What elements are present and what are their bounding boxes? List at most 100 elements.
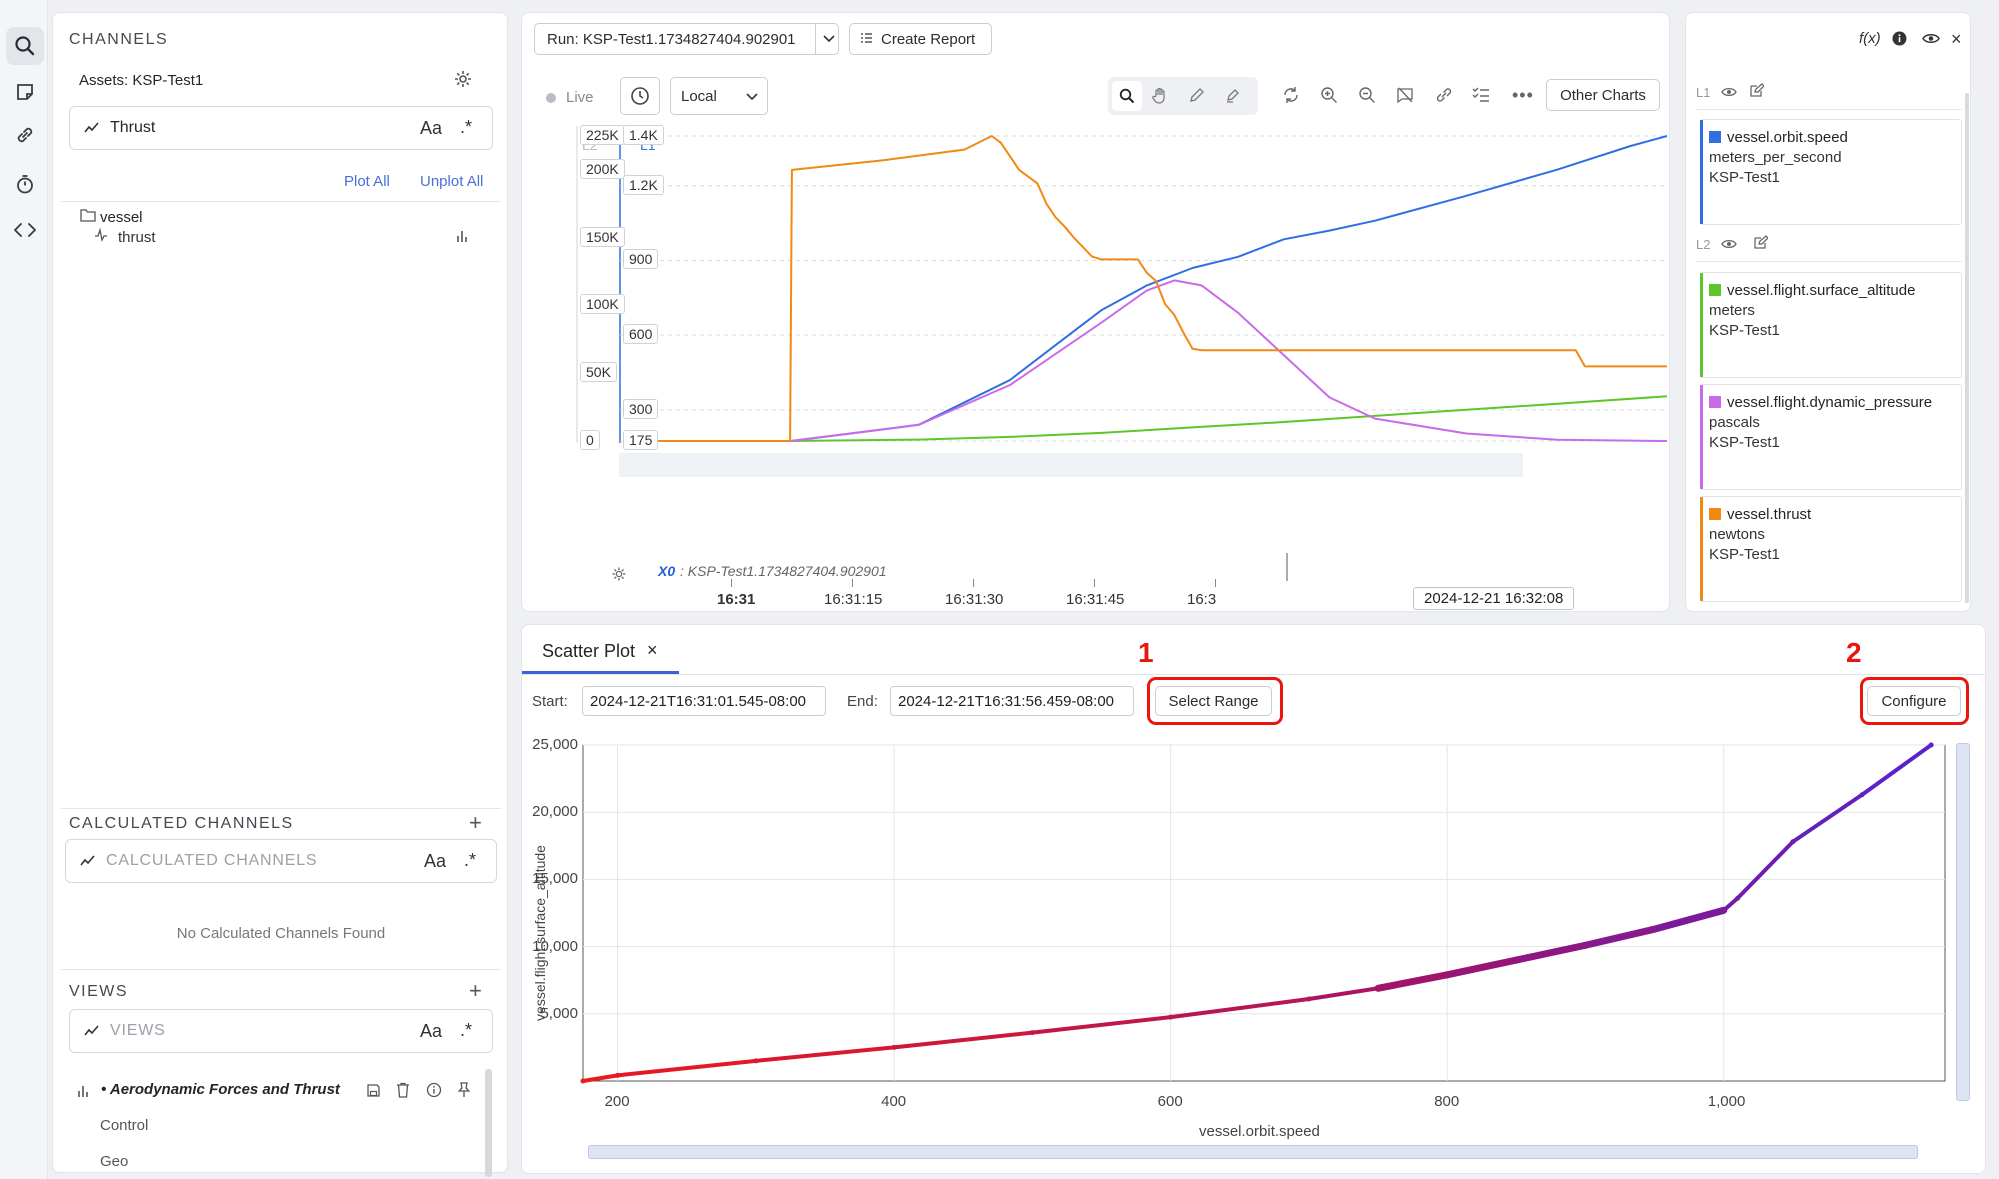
scatter-point — [1029, 1030, 1035, 1036]
stopwatch-icon[interactable] — [12, 171, 38, 197]
l2-tick-label: 225K — [580, 125, 625, 145]
zoom-out-icon[interactable] — [1358, 86, 1376, 109]
scatter-plot[interactable] — [522, 725, 1985, 1173]
end-time-input[interactable] — [890, 686, 1134, 716]
close-tab-icon[interactable]: × — [647, 640, 658, 660]
tab-scatter-plot[interactable]: Scatter Plot — [542, 641, 636, 661]
clock-icon[interactable] — [620, 77, 660, 115]
highlight-icon[interactable] — [1225, 87, 1241, 108]
start-time-input[interactable] — [582, 686, 826, 716]
legend-series-name: vessel.flight.dynamic_pressure — [1727, 394, 1933, 411]
legend-scrollbar[interactable] — [1965, 93, 1969, 603]
reset-zoom-icon[interactable] — [1282, 86, 1300, 109]
pin-icon[interactable] — [457, 1082, 471, 1103]
edit-icon[interactable] — [1753, 235, 1769, 255]
timezone-select[interactable]: Local — [670, 77, 768, 115]
checklist-icon[interactable] — [1472, 86, 1490, 109]
save-icon[interactable] — [366, 1083, 381, 1103]
x-range-slider[interactable] — [588, 1145, 1918, 1159]
timeseries-plot[interactable] — [522, 123, 1669, 613]
legend-entry-altitude[interactable]: vessel.flight.surface_altitude meters KS… — [1700, 272, 1962, 378]
legend-entry-thrust[interactable]: vessel.thrust newtons KSP-Test1 — [1700, 496, 1962, 602]
calculated-channels-search-input[interactable]: CALCULATED CHANNELS Aa .* — [65, 839, 497, 883]
link-icon[interactable] — [12, 122, 38, 148]
scatter-point-trace — [1651, 906, 1728, 933]
y-range-slider[interactable] — [1956, 743, 1970, 1101]
scatter-point-trace — [1306, 986, 1381, 1002]
case-sensitive-toggle[interactable]: Aa — [423, 851, 446, 871]
eye-icon[interactable] — [1922, 32, 1940, 50]
scatter-point — [1652, 926, 1658, 932]
regex-toggle[interactable]: .* — [459, 1020, 472, 1040]
active-tab-indicator — [522, 671, 679, 674]
series-swatch — [1709, 284, 1721, 296]
axis-settings-gear-icon[interactable] — [611, 566, 627, 587]
tree-folder-vessel[interactable]: vessel — [100, 209, 143, 226]
x-tick-label: 800 — [1434, 1093, 1460, 1110]
legend-series-name: vessel.thrust — [1727, 506, 1812, 523]
link-charts-icon[interactable] — [1434, 86, 1454, 109]
view-item-control[interactable]: Control — [100, 1117, 149, 1134]
y-tick-label: 20,000 — [532, 803, 578, 821]
annotation-number-2: 2 — [1846, 637, 1862, 668]
close-icon[interactable]: × — [1951, 29, 1962, 49]
view-item-geo[interactable]: Geo — [100, 1153, 129, 1170]
regex-toggle[interactable]: .* — [463, 850, 476, 870]
legend-series-asset: KSP-Test1 — [1709, 322, 1780, 339]
select-range-button[interactable]: Select Range — [1155, 686, 1272, 716]
code-icon[interactable] — [12, 217, 38, 243]
legend-series-unit: newtons — [1709, 526, 1765, 543]
chevron-down-icon[interactable] — [822, 31, 836, 49]
gear-icon[interactable] — [453, 69, 473, 94]
regex-toggle[interactable]: .* — [459, 117, 472, 137]
legend-panel: f(x) × L1 vessel.orbit.speed meters_per_… — [1685, 12, 1971, 612]
create-report-button[interactable]: Create Report — [849, 23, 992, 55]
tree-channel-thrust[interactable]: thrust — [118, 229, 156, 246]
timezone-value: Local — [681, 87, 717, 105]
view-item-active[interactable]: • Aerodynamic Forces and Thrust — [101, 1081, 340, 1098]
chevron-down-icon — [745, 89, 759, 107]
info-icon[interactable] — [1892, 31, 1907, 51]
run-selector[interactable]: Run: KSP-Test1.1734827404.902901 — [534, 23, 839, 55]
annotate-pen-icon[interactable] — [1189, 87, 1205, 108]
scatter-point — [1735, 895, 1741, 901]
pan-hand-icon[interactable] — [1152, 87, 1168, 109]
unplot-all-link[interactable]: Unplot All — [420, 173, 484, 190]
zoom-select-icon[interactable] — [1112, 81, 1142, 111]
add-view-icon[interactable]: + — [469, 978, 482, 1003]
x-tick-label: 16:31:15 — [824, 591, 883, 608]
formula-icon[interactable]: f(x) — [1859, 30, 1881, 47]
case-sensitive-toggle[interactable]: Aa — [419, 1021, 442, 1041]
plotted-bar-chart-icon[interactable] — [456, 229, 468, 248]
eye-icon[interactable] — [1721, 85, 1737, 103]
legend-entry-speed[interactable]: vessel.orbit.speed meters_per_second KSP… — [1700, 119, 1962, 225]
series-line-speed — [790, 135, 1668, 442]
add-calculated-channel-icon[interactable]: + — [469, 810, 482, 835]
live-toggle[interactable]: Live — [566, 89, 594, 106]
info-icon[interactable] — [426, 1082, 442, 1103]
notebook-icon[interactable] — [12, 79, 38, 105]
legend-entry-pressure[interactable]: vessel.flight.dynamic_pressure pascals K… — [1700, 384, 1962, 490]
search-icon[interactable] — [6, 27, 44, 65]
more-options-icon[interactable]: ••• — [1512, 85, 1534, 105]
scatter-point-trace — [1860, 743, 1934, 797]
y-tick-label: 5,000 — [540, 1004, 578, 1022]
scatter-point — [1168, 1014, 1174, 1020]
scatter-x-axis-label: vessel.orbit.speed — [1199, 1123, 1320, 1140]
zoom-in-icon[interactable] — [1320, 86, 1338, 109]
other-charts-button[interactable]: Other Charts — [1546, 79, 1660, 111]
eye-icon[interactable] — [1721, 237, 1737, 255]
edit-icon[interactable] — [1749, 83, 1765, 103]
case-sensitive-toggle[interactable]: Aa — [419, 118, 442, 138]
hide-annotations-icon[interactable] — [1396, 86, 1414, 109]
plot-all-link[interactable]: Plot All — [344, 173, 390, 190]
x-tick-label: 16:31 — [717, 591, 756, 608]
trash-icon[interactable] — [396, 1082, 410, 1103]
views-scrollbar[interactable] — [485, 1069, 492, 1177]
views-search-input[interactable]: VIEWS Aa .* — [69, 1009, 493, 1053]
signal-icon — [94, 227, 108, 247]
scatter-point-trace — [1374, 971, 1451, 992]
l1-tick-label: 600 — [623, 324, 659, 345]
configure-button[interactable]: Configure — [1867, 686, 1961, 716]
channel-search-input[interactable]: Thrust Aa .* — [69, 106, 493, 150]
